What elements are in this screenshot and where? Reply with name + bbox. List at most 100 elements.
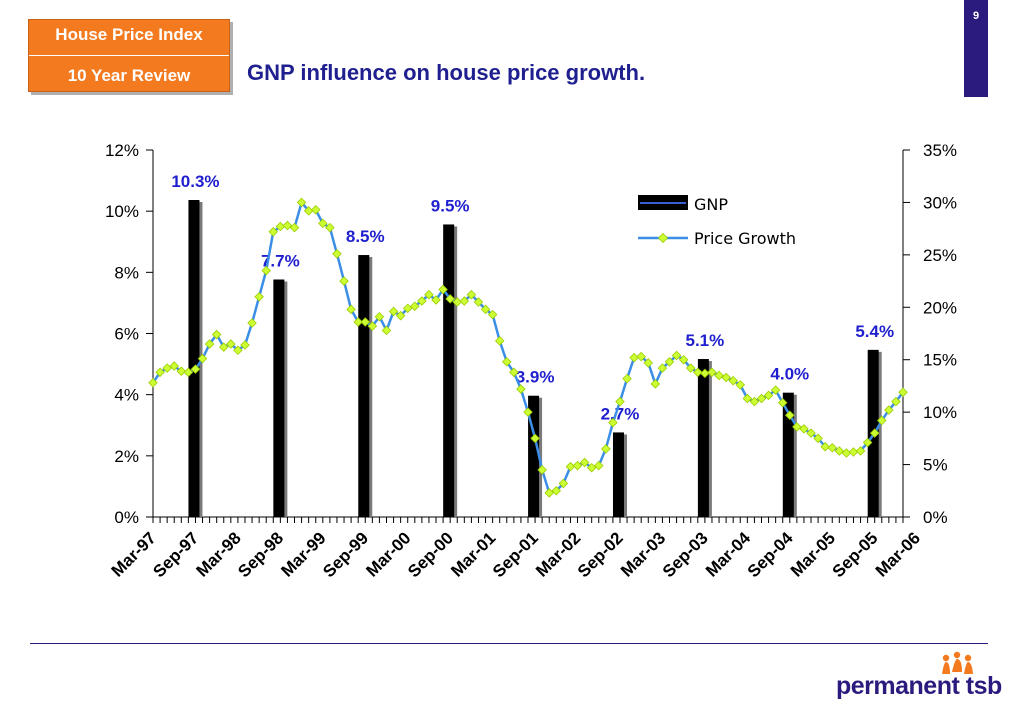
x-tick-label: Mar-98 — [193, 528, 245, 580]
page-title: GNP influence on house price growth. — [247, 60, 646, 85]
price-growth-marker — [516, 384, 526, 394]
price-growth-marker — [615, 396, 625, 407]
price-growth-marker — [261, 265, 271, 276]
price-growth-marker — [487, 309, 498, 320]
price-growth-marker — [360, 317, 371, 327]
price-growth-marker — [353, 317, 363, 327]
gnp-data-label: 3.9% — [516, 368, 555, 387]
chart: 0% 2% 4% 6% 8% 10% 12% 0% 5% 10% 15% 20% 25% 30% 35% Ma… — [105, 141, 957, 581]
price-growth-marker — [254, 292, 264, 302]
logo-text: permanent tsb — [836, 672, 1002, 700]
x-tick-label: Mar-00 — [362, 528, 414, 580]
x-tick-label: Mar-05 — [787, 528, 839, 580]
gnp-bar — [273, 279, 285, 517]
price-growth-marker — [466, 289, 477, 300]
y-left-tick-label: 12% — [105, 141, 139, 160]
price-growth-marker — [318, 218, 328, 229]
page-number: 9 — [972, 10, 980, 22]
price-growth-marker — [247, 318, 257, 328]
footer-rule — [30, 643, 988, 644]
price-growth-marker — [325, 222, 335, 233]
price-growth-marker — [806, 428, 816, 438]
y-left-tick-label: 6% — [114, 325, 139, 344]
price-growth-marker — [402, 303, 413, 314]
price-growth-marker — [381, 325, 392, 336]
price-growth-marker — [339, 276, 349, 286]
price-growth-marker — [693, 367, 703, 378]
price-growth-marker — [190, 364, 201, 374]
gnp-bar — [358, 255, 370, 517]
price-growth-marker — [650, 379, 661, 389]
gnp-bar — [612, 432, 624, 517]
price-growth-marker — [707, 367, 717, 378]
gnp-bar — [188, 199, 200, 517]
page-number-bar — [964, 0, 988, 97]
x-tick-label: Mar-06 — [872, 528, 924, 580]
y-right-tick-label: 5% — [923, 456, 948, 475]
price-growth-marker — [855, 446, 866, 456]
price-growth-marker — [579, 457, 590, 468]
x-tick-label: Sep-97 — [149, 528, 202, 581]
price-growth-marker — [636, 351, 646, 362]
price-growth-marker — [438, 284, 448, 295]
price-growth-marker — [148, 378, 158, 388]
price-growth-marker — [183, 367, 194, 378]
price-growth-marker — [233, 345, 243, 356]
gnp-data-label: 10.3% — [171, 172, 219, 191]
x-tick-label: Sep-98 — [234, 528, 287, 581]
price-growth-marker — [756, 393, 767, 404]
price-growth-marker — [664, 357, 675, 367]
price-growth-marker — [473, 297, 484, 307]
price-growth-marker — [558, 478, 569, 489]
y-right-tick-label: 0% — [923, 508, 948, 527]
price-growth-marker — [480, 304, 491, 315]
badge-subtitle: 10 Year Review — [67, 66, 191, 85]
price-growth-marker — [841, 448, 852, 458]
price-growth-marker — [721, 372, 731, 383]
price-growth-marker — [374, 311, 385, 322]
gnp-bar — [697, 359, 709, 517]
legend-gnp-label: GNP — [694, 195, 728, 214]
price-growth-marker — [862, 437, 873, 448]
x-tick-label: Sep-05 — [829, 528, 882, 581]
price-growth-marker — [388, 306, 399, 317]
price-growth-marker — [678, 354, 689, 365]
price-growth-marker — [877, 415, 887, 426]
price-growth-marker — [268, 227, 279, 237]
x-tick-label: Mar-99 — [277, 528, 329, 580]
price-growth-marker — [431, 295, 441, 305]
section-badge: House Price Index 10 Year Review — [28, 19, 230, 92]
price-growth-marker — [770, 385, 781, 395]
gnp-data-label: 2.7% — [601, 404, 640, 423]
price-growth-marker — [869, 428, 880, 438]
legend-price-growth-marker — [657, 232, 669, 244]
gnp-data-label: 7.7% — [261, 252, 300, 271]
price-growth-marker — [509, 367, 519, 378]
badge-divider — [29, 55, 229, 56]
price-growth-marker — [749, 396, 760, 407]
price-growth-marker — [891, 396, 901, 407]
price-growth-marker — [289, 222, 300, 233]
price-growth-marker — [176, 366, 187, 377]
x-tick-label: Sep-02 — [574, 528, 627, 581]
price-growth-marker — [410, 301, 420, 312]
x-tick-label: Sep-00 — [404, 528, 457, 581]
y-left-tick-label: 10% — [105, 202, 139, 221]
price-growth-marker — [565, 461, 576, 472]
x-tick-label: Mar-97 — [108, 528, 160, 580]
price-growth-marker — [742, 393, 753, 404]
price-growth-marker — [424, 289, 434, 300]
price-growth-marker — [820, 441, 830, 452]
price-growth-marker — [310, 205, 321, 215]
y-right-tick-label: 15% — [923, 351, 957, 370]
price-growth-marker — [169, 361, 179, 371]
price-growth-marker — [792, 422, 802, 432]
x-tick-label: Mar-02 — [532, 528, 584, 580]
y-right-tick-label: 25% — [923, 246, 957, 265]
y-left-tick-label: 2% — [114, 447, 139, 466]
price-growth-marker — [848, 447, 859, 457]
price-growth-marker — [685, 363, 696, 373]
gnp-data-label: 5.4% — [855, 322, 894, 341]
price-growth-marker — [629, 352, 639, 363]
x-tick-label: Sep-04 — [744, 528, 797, 581]
